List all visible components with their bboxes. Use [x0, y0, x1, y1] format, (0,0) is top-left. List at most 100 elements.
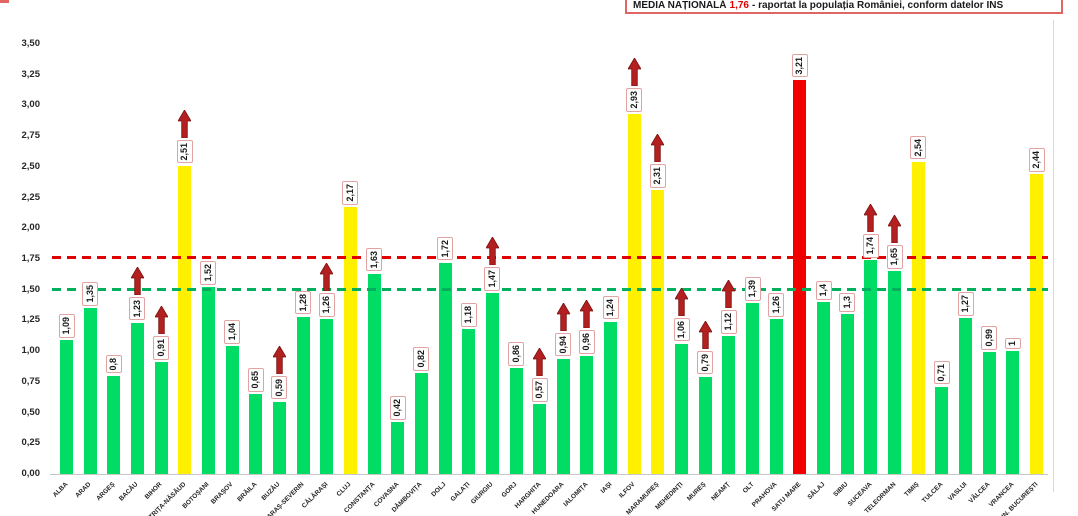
increase-arrow-icon — [533, 347, 547, 376]
bar-galați — [462, 329, 476, 474]
national-average-legend: MEDIA NAȚIONALĂ 1,76 - raportat la popul… — [625, 0, 1063, 14]
value-label: 2,51 — [176, 139, 193, 164]
bar-buzău — [272, 401, 286, 474]
value-label: 1,27 — [957, 291, 974, 316]
increase-arrow-icon — [556, 302, 570, 331]
increase-arrow-icon — [485, 237, 499, 266]
value-label: 0,42 — [389, 396, 406, 420]
value-label: 2,93 — [626, 88, 643, 112]
cropped-box-artifact — [0, 0, 9, 3]
value-label: 1,63 — [366, 247, 383, 272]
y-axis-tick-label: 0,25 — [21, 437, 41, 449]
bar-mun-bucurești — [1030, 174, 1043, 474]
legend-prefix-label: MEDIA NAȚIONALĂ — [633, 0, 727, 11]
y-axis-tick-label: 2,25 — [21, 191, 41, 203]
increase-arrow-icon — [320, 263, 334, 292]
value-label: 2,17 — [342, 181, 359, 205]
value-label: 1,35 — [82, 282, 99, 306]
bar-brăila — [249, 394, 263, 474]
bar-tulcea — [935, 386, 949, 474]
bar-mureș — [698, 376, 712, 474]
value-label: 0,99 — [981, 326, 998, 350]
increase-arrow-icon — [580, 300, 594, 329]
bar-bacău — [130, 322, 144, 474]
value-label: 0,91 — [153, 336, 170, 360]
bar-sibiu — [840, 314, 854, 474]
y-axis-tick-label: 1,50 — [21, 283, 41, 295]
bar-gorj — [509, 368, 523, 474]
value-label: 1,09 — [58, 314, 75, 338]
bar-botoșani — [201, 287, 215, 474]
y-axis-tick-label: 2,75 — [21, 130, 41, 142]
value-label: 1,52 — [200, 261, 217, 285]
increase-arrow-icon — [130, 266, 144, 295]
y-axis-tick-label: 2,50 — [21, 160, 41, 172]
value-label: 1,28 — [295, 290, 312, 315]
increase-arrow-icon — [675, 287, 689, 316]
plot-right-border — [1053, 20, 1054, 492]
value-label: 1,12 — [720, 310, 737, 334]
increase-arrow-icon — [154, 306, 168, 335]
bar-prahova — [769, 319, 783, 474]
bar-mehedinți — [675, 343, 689, 474]
bar-brașov — [225, 346, 239, 474]
bar-bistrița-năsăud — [178, 165, 192, 474]
value-label: 1,39 — [744, 277, 761, 301]
bar-argeș — [107, 375, 121, 474]
bar-teleorman — [888, 271, 902, 474]
value-label: 1,06 — [673, 317, 690, 342]
value-label: 1,72 — [437, 236, 454, 261]
increase-arrow-icon — [698, 320, 712, 349]
bar-constanța — [367, 273, 381, 474]
value-label: 1,3 — [839, 293, 856, 312]
value-label: 3,21 — [791, 53, 808, 78]
y-axis-tick-label: 3,00 — [21, 99, 41, 111]
value-label: 0,59 — [271, 375, 288, 400]
y-axis-tick-label: 2,00 — [21, 222, 41, 234]
value-label: 1,24 — [602, 295, 619, 320]
increase-arrow-icon — [627, 58, 641, 87]
value-label: 0,82 — [413, 347, 430, 371]
bar-călărași — [320, 319, 334, 474]
bar-neamț — [722, 336, 736, 474]
y-axis-tick-label: 0,50 — [21, 406, 41, 418]
bar-harghita — [533, 403, 547, 474]
y-axis-tick-label: 1,75 — [21, 253, 41, 264]
value-label: 1,4 — [815, 281, 832, 300]
bar-giurgiu — [485, 293, 499, 474]
bar-dâmbovița — [414, 373, 428, 474]
x-axis-line — [50, 474, 1048, 475]
bar-ialomița — [580, 356, 594, 474]
value-label: 0,65 — [247, 368, 264, 392]
y-axis-tick-label: 0,00 — [21, 468, 41, 479]
bar-timiș — [911, 161, 925, 474]
bar-suceava — [864, 260, 878, 474]
bar-olt — [746, 303, 760, 474]
value-label: 0,96 — [578, 330, 595, 354]
increase-arrow-icon — [888, 215, 902, 244]
value-label: 1,47 — [484, 267, 501, 291]
bar-sălaj — [817, 302, 831, 474]
value-label: 0,8 — [105, 354, 122, 374]
bar-vâlcea — [982, 352, 996, 474]
bar-alba — [60, 340, 73, 474]
bar-caraș-severin — [296, 316, 310, 474]
bar-bihor — [154, 362, 168, 474]
value-label: 1,23 — [129, 296, 146, 321]
y-axis-tick-label: 3,25 — [21, 68, 41, 80]
bar-arad — [83, 308, 97, 474]
increase-arrow-icon — [722, 280, 736, 309]
increase-arrow-icon — [651, 134, 665, 163]
value-label: 0,79 — [697, 350, 714, 375]
red-dashed-reference-line — [52, 256, 1048, 260]
value-label: 1 — [1004, 338, 1021, 350]
y-axis-tick-label: 0,75 — [21, 375, 41, 387]
value-label: 1,26 — [768, 293, 785, 317]
value-label: 1,65 — [886, 245, 903, 269]
bar-covasna — [391, 422, 405, 474]
value-label: 0,94 — [555, 332, 572, 357]
green-dashed-reference-line — [52, 288, 1048, 292]
value-label: 1,74 — [862, 234, 879, 258]
bar-cluj — [343, 207, 357, 474]
